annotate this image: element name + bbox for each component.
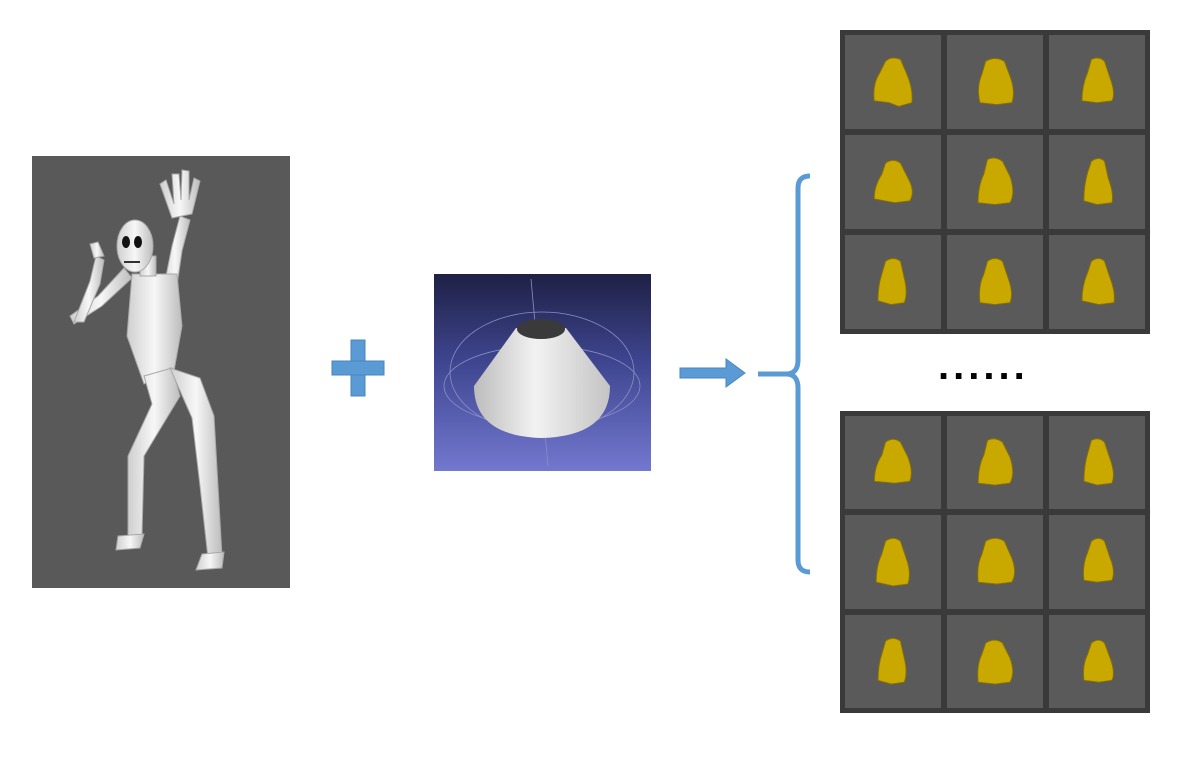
continuation-dots: ...... xyxy=(938,344,1029,388)
plus-icon xyxy=(331,339,385,397)
cone-mesh-icon xyxy=(443,278,641,467)
cone-template-panel xyxy=(434,274,651,471)
cloth-result-cell xyxy=(1049,235,1145,329)
cloth-result-cell xyxy=(845,614,941,708)
bracket-left-icon xyxy=(758,173,811,575)
human-figure-icon xyxy=(69,169,225,571)
result-grid-top xyxy=(840,30,1150,334)
cloth-result-cell xyxy=(1049,135,1145,229)
cloth-result-cell xyxy=(947,35,1043,129)
cloth-result-cell xyxy=(1049,614,1145,708)
cloth-result-cell xyxy=(947,614,1043,708)
arrow-right-icon xyxy=(679,358,746,388)
cloth-result-cell xyxy=(845,35,941,129)
cloth-result-cell xyxy=(947,515,1043,609)
cloth-result-cell xyxy=(947,416,1043,510)
cloth-result-cell xyxy=(845,135,941,229)
cloth-result-cell xyxy=(845,235,941,329)
cloth-result-cell xyxy=(947,135,1043,229)
human-body-panel xyxy=(32,156,290,588)
cloth-result-cell xyxy=(1049,35,1145,129)
result-grid-bottom xyxy=(840,411,1150,713)
cloth-result-cell xyxy=(845,515,941,609)
cloth-result-cell xyxy=(947,235,1043,329)
cloth-result-cell xyxy=(845,416,941,510)
cloth-result-cell xyxy=(1049,515,1145,609)
cloth-result-cell xyxy=(1049,416,1145,510)
